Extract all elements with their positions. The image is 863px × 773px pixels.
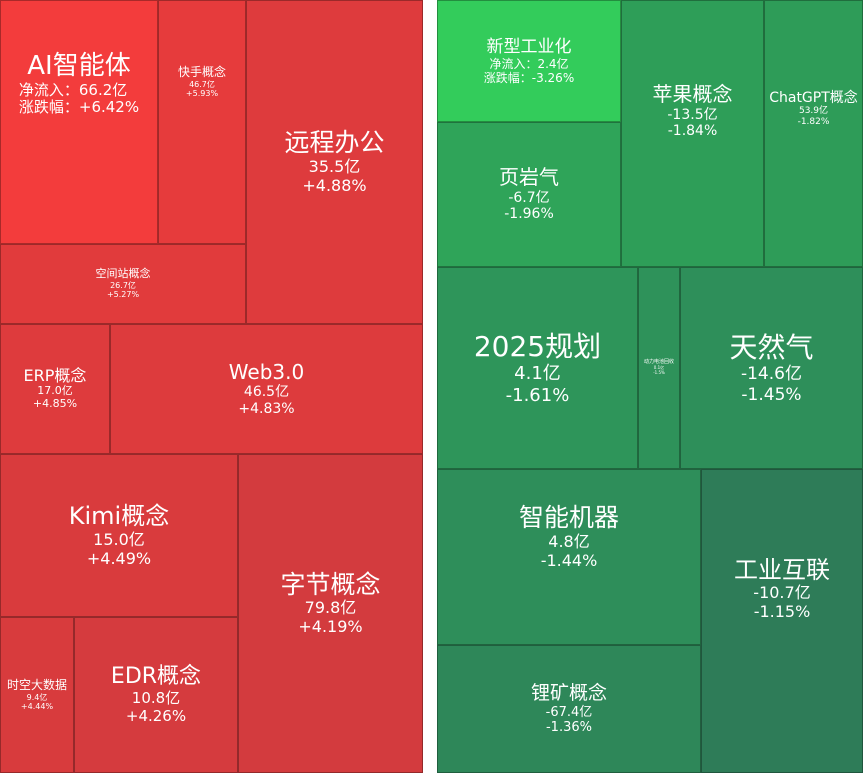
tile-name: ChatGPT概念 <box>769 89 858 106</box>
tile-erp[interactable]: ERP概念 17.0亿 +4.85% <box>0 324 110 454</box>
tile-net-flow: -10.7亿 <box>753 583 811 603</box>
tile-name: EDR概念 <box>110 664 202 690</box>
tile-change: +4.44% <box>20 702 54 712</box>
losers-treemap: 新型工业化 净流入：2.4亿 涨跌幅：-3.26% 苹果概念 -13.5亿 -1.84% C… <box>437 0 863 773</box>
tile-name: 天然气 <box>729 331 814 365</box>
tile-change: -1.44% <box>540 550 598 570</box>
tile-change: +5.93% <box>185 89 219 99</box>
tile-bytedance[interactable]: 字节概念 79.8亿 +4.19% <box>238 454 423 773</box>
tile-natural-gas[interactable]: 天然气 -14.6亿 -1.45% <box>680 267 863 469</box>
tile-net-flow: 15.0亿 <box>93 529 145 549</box>
tile-change: -1.5% <box>653 369 665 375</box>
tile-name: Kimi概念 <box>68 502 170 531</box>
tile-change: +4.88% <box>302 175 367 195</box>
tile-net-flow: 净流入：66.2亿 <box>18 80 128 99</box>
tile-space-station[interactable]: 空间站概念 26.7亿 +5.27% <box>0 244 246 324</box>
tile-change: 涨跌幅：-3.26% <box>483 71 575 86</box>
tile-net-flow: 0.1亿 <box>653 365 665 371</box>
tile-name: 工业互联 <box>734 555 830 584</box>
tile-apple[interactable]: 苹果概念 -13.5亿 -1.84% <box>621 0 764 267</box>
tile-change: -1.61% <box>505 384 570 406</box>
tile-power-battery-recycle[interactable]: 动力电池回收 0.1亿 -1.5% <box>638 267 680 469</box>
tile-change: -1.82% <box>797 116 830 127</box>
tile-change: -1.96% <box>504 206 554 223</box>
gainers-treemap: AI智能体 净流入：66.2亿 涨跌幅：+6.42% 快手概念 46.7亿 +5.93% 远… <box>0 0 423 773</box>
tile-name: AI智能体 <box>27 50 131 81</box>
tile-new-industrialization[interactable]: 新型工业化 净流入：2.4亿 涨跌幅：-3.26% <box>437 0 621 122</box>
tile-net-flow: -67.4亿 <box>545 704 593 720</box>
tile-net-flow: -13.5亿 <box>667 106 718 123</box>
tile-name: 新型工业化 <box>486 36 572 57</box>
tile-name: 苹果概念 <box>652 82 733 107</box>
tile-name: 远程办公 <box>284 128 385 158</box>
tile-net-flow: 9.4亿 <box>26 692 48 702</box>
tile-change: -1.84% <box>667 123 718 140</box>
tile-name: 动力电池回收 <box>643 359 674 366</box>
tile-web3[interactable]: Web3.0 46.5亿 +4.83% <box>110 324 423 454</box>
tile-name: Web3.0 <box>228 359 305 384</box>
tile-name: 空间站概念 <box>95 267 151 281</box>
tile-net-flow: 26.7亿 <box>110 281 136 291</box>
tile-plan-2025[interactable]: 2025规划 4.1亿 -1.61% <box>437 267 638 469</box>
tile-name: 时空大数据 <box>6 678 67 693</box>
tile-net-flow: -14.6亿 <box>740 364 802 385</box>
tile-remote-office[interactable]: 远程办公 35.5亿 +4.88% <box>246 0 423 324</box>
tile-net-flow: 46.7亿 <box>189 79 215 89</box>
tile-change: +5.27% <box>106 290 140 300</box>
tile-smart-machine[interactable]: 智能机器 4.8亿 -1.44% <box>437 469 701 645</box>
tile-change: +4.85% <box>32 397 78 411</box>
tile-change: +4.26% <box>125 706 187 725</box>
tile-change: +4.83% <box>238 400 295 417</box>
tile-spatiotemporal[interactable]: 时空大数据 9.4亿 +4.44% <box>0 617 74 773</box>
tile-name: 快手概念 <box>177 65 226 80</box>
tile-change: -1.36% <box>545 720 592 736</box>
tile-change: 涨跌幅：+6.42% <box>18 98 140 117</box>
tile-chatgpt[interactable]: ChatGPT概念 53.9亿 -1.82% <box>764 0 863 267</box>
tile-net-flow: 46.5亿 <box>243 384 290 401</box>
tile-net-flow: 4.1亿 <box>514 363 561 385</box>
tile-industrial-internet[interactable]: 工业互联 -10.7亿 -1.15% <box>701 469 863 773</box>
tile-net-flow: 10.8亿 <box>131 689 181 708</box>
tile-ai-agent[interactable]: AI智能体 净流入：66.2亿 涨跌幅：+6.42% <box>0 0 158 244</box>
tile-name: ERP概念 <box>23 365 87 385</box>
tile-kuaishou[interactable]: 快手概念 46.7亿 +5.93% <box>158 0 246 244</box>
tile-net-flow: 4.8亿 <box>548 531 590 551</box>
tile-name: 字节概念 <box>280 569 381 599</box>
tile-net-flow: 35.5亿 <box>308 156 361 176</box>
tile-net-flow: 53.9亿 <box>798 106 829 117</box>
tile-change: -1.15% <box>753 602 811 622</box>
tile-name: 页岩气 <box>499 165 559 190</box>
tile-net-flow: 17.0亿 <box>37 384 73 398</box>
tile-net-flow: 79.8亿 <box>304 598 357 618</box>
tile-net-flow: 净流入：2.4亿 <box>489 56 569 71</box>
tile-shale-gas[interactable]: 页岩气 -6.7亿 -1.96% <box>437 122 621 267</box>
tile-kimi[interactable]: Kimi概念 15.0亿 +4.49% <box>0 454 238 617</box>
tile-change: +4.19% <box>298 617 363 637</box>
tile-change: +4.49% <box>86 548 152 568</box>
tile-lithium-mine[interactable]: 锂矿概念 -67.4亿 -1.36% <box>437 645 701 773</box>
tile-edr[interactable]: EDR概念 10.8亿 +4.26% <box>74 617 238 773</box>
tile-net-flow: -6.7亿 <box>508 189 550 206</box>
tile-name: 2025规划 <box>473 330 602 364</box>
tile-change: -1.45% <box>741 384 802 405</box>
tile-name: 智能机器 <box>518 503 619 533</box>
tile-name: 锂矿概念 <box>530 682 607 705</box>
